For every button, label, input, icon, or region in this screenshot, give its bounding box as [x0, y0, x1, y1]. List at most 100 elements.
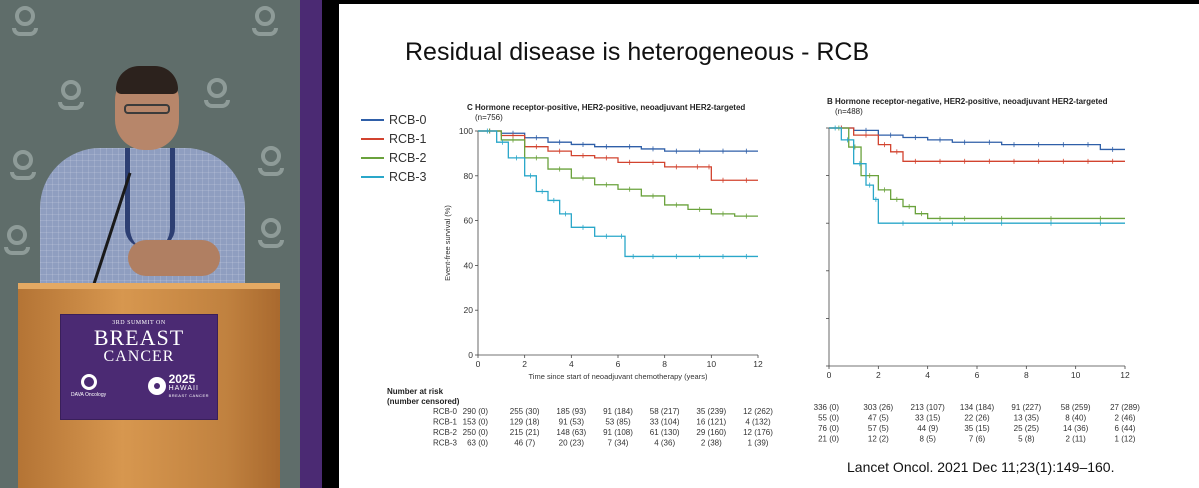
legend-swatch	[361, 118, 384, 121]
y-tick-label: 20	[464, 305, 474, 315]
x-tick-label: 12	[753, 359, 763, 369]
panel-subtitle: (n=756)	[475, 113, 503, 122]
x-tick-label: 0	[827, 370, 832, 380]
sign-summit: 3RD SUMMIT ON	[112, 320, 166, 326]
speaker-hands	[128, 240, 220, 276]
dava-logo-icon	[80, 374, 97, 390]
risk-cell: 5 (8)	[1018, 435, 1035, 444]
sign-year: 2025	[168, 372, 196, 386]
risk-row-label: RCB-3	[433, 439, 458, 448]
hibiscus-icon	[147, 376, 166, 395]
backdrop-logo-icon	[204, 78, 230, 112]
chart-legend: RCB-0 RCB-1 RCB-2 RCB-3	[361, 110, 427, 186]
risk-cell: 185 (93)	[556, 407, 586, 416]
risk-cell: 153 (0)	[463, 418, 489, 427]
risk-cell: 53 (85)	[605, 418, 631, 427]
speaker-glasses	[124, 104, 170, 114]
risk-cell: 14 (36)	[1063, 424, 1089, 433]
risk-cell: 25 (25)	[1014, 424, 1040, 433]
risk-cell: 22 (26)	[964, 414, 990, 423]
risk-cell: 35 (15)	[964, 424, 990, 433]
risk-cell: 57 (5)	[868, 424, 889, 433]
dava-logo: DAVA Oncology	[71, 374, 106, 398]
risk-cell: 1 (39)	[748, 439, 769, 448]
legend-item-rcb1: RCB-1	[361, 129, 427, 148]
x-tick-label: 6	[975, 370, 980, 380]
panel-title: C Hormone receptor-positive, HER2-positi…	[467, 103, 745, 112]
km-curve-rcb-3	[478, 130, 758, 258]
sign-breast: BREAST	[93, 325, 185, 350]
legend-swatch	[361, 156, 384, 159]
lanyard	[125, 148, 175, 248]
slide-title: Residual disease is heterogeneous - RCB	[405, 38, 870, 66]
sign-place: HAWAII	[168, 385, 199, 392]
presentation-slide: Residual disease is heterogeneous - RCB …	[339, 4, 1199, 488]
risk-cell: 91 (108)	[603, 428, 633, 437]
risk-table-heading: Number at risk	[387, 387, 444, 396]
risk-cell: 2 (38)	[701, 439, 722, 448]
risk-cell: 61 (130)	[650, 428, 680, 437]
risk-cell: 134 (184)	[960, 403, 995, 412]
legend-item-rcb3: RCB-3	[361, 167, 427, 186]
km-curve-rcb-2	[478, 130, 758, 217]
x-tick-label: 6	[616, 359, 621, 369]
x-tick-label: 10	[707, 359, 717, 369]
risk-cell: 33 (15)	[915, 414, 941, 423]
risk-cell: 8 (5)	[919, 435, 936, 444]
risk-cell: 27 (289)	[1110, 403, 1140, 412]
risk-cell: 7 (34)	[608, 439, 629, 448]
y-tick-label: 40	[464, 260, 474, 270]
risk-row-label: RCB-0	[433, 407, 458, 416]
risk-cell: 148 (63)	[556, 428, 586, 437]
x-tick-label: 4	[569, 359, 574, 369]
risk-cell: 63 (0)	[467, 439, 488, 448]
risk-cell: 16 (121)	[696, 418, 726, 427]
risk-cell: 12 (262)	[743, 407, 773, 416]
legend-label: RCB-2	[389, 150, 427, 165]
risk-cell: 1 (12)	[1115, 435, 1136, 444]
x-tick-label: 4	[925, 370, 930, 380]
risk-cell: 35 (239)	[696, 407, 726, 416]
legend-item-rcb0: RCB-0	[361, 110, 427, 129]
risk-cell: 55 (0)	[818, 414, 839, 423]
legend-label: RCB-3	[389, 169, 427, 184]
risk-cell: 44 (9)	[917, 424, 938, 433]
x-tick-label: 2	[522, 359, 527, 369]
legend-swatch	[361, 175, 384, 178]
risk-cell: 13 (35)	[1014, 414, 1040, 423]
citation: Lancet Oncol. 2021 Dec 11;23(1):149–160.	[847, 459, 1115, 475]
x-tick-label: 8	[662, 359, 667, 369]
backdrop-logo-icon	[10, 150, 36, 184]
risk-cell: 91 (184)	[603, 407, 633, 416]
risk-cell: 2 (11)	[1066, 435, 1087, 444]
y-tick-label: 60	[464, 216, 474, 226]
hawaii-logo: 2025 HAWAII BREAST CANCER	[147, 372, 209, 398]
risk-cell: 213 (107)	[911, 403, 946, 412]
risk-cell: 12 (2)	[868, 435, 889, 444]
stage-curtain	[300, 0, 322, 488]
backdrop-logo-icon	[12, 6, 38, 40]
km-curve-rcb-0	[829, 127, 1125, 151]
risk-cell: 58 (217)	[650, 407, 680, 416]
panel-subtitle: (n=488)	[835, 107, 863, 116]
km-curve-rcb-1	[478, 130, 758, 181]
risk-row-label: RCB-2	[433, 428, 458, 437]
risk-cell: 91 (53)	[559, 418, 585, 427]
legend-item-rcb2: RCB-2	[361, 148, 427, 167]
speaker-hair	[116, 66, 178, 94]
km-curve-rcb-2	[829, 127, 1125, 220]
x-tick-label: 12	[1120, 370, 1130, 380]
sign-sub: BREAST CANCER	[168, 393, 209, 398]
risk-cell: 29 (160)	[696, 428, 726, 437]
risk-cell: 250 (0)	[463, 428, 489, 437]
risk-cell: 46 (7)	[514, 439, 535, 448]
sign-cancer: CANCER	[103, 348, 175, 365]
backdrop-logo-icon	[4, 225, 30, 259]
backdrop-logo-icon	[258, 146, 284, 180]
risk-cell: 76 (0)	[818, 424, 839, 433]
video-stage: 3RD SUMMIT ON BREAST CANCER DAVA Oncolog…	[0, 0, 322, 488]
km-curve-rcb-0	[478, 130, 758, 152]
risk-cell: 4 (36)	[654, 439, 675, 448]
legend-label: RCB-1	[389, 131, 427, 146]
x-tick-label: 8	[1024, 370, 1029, 380]
